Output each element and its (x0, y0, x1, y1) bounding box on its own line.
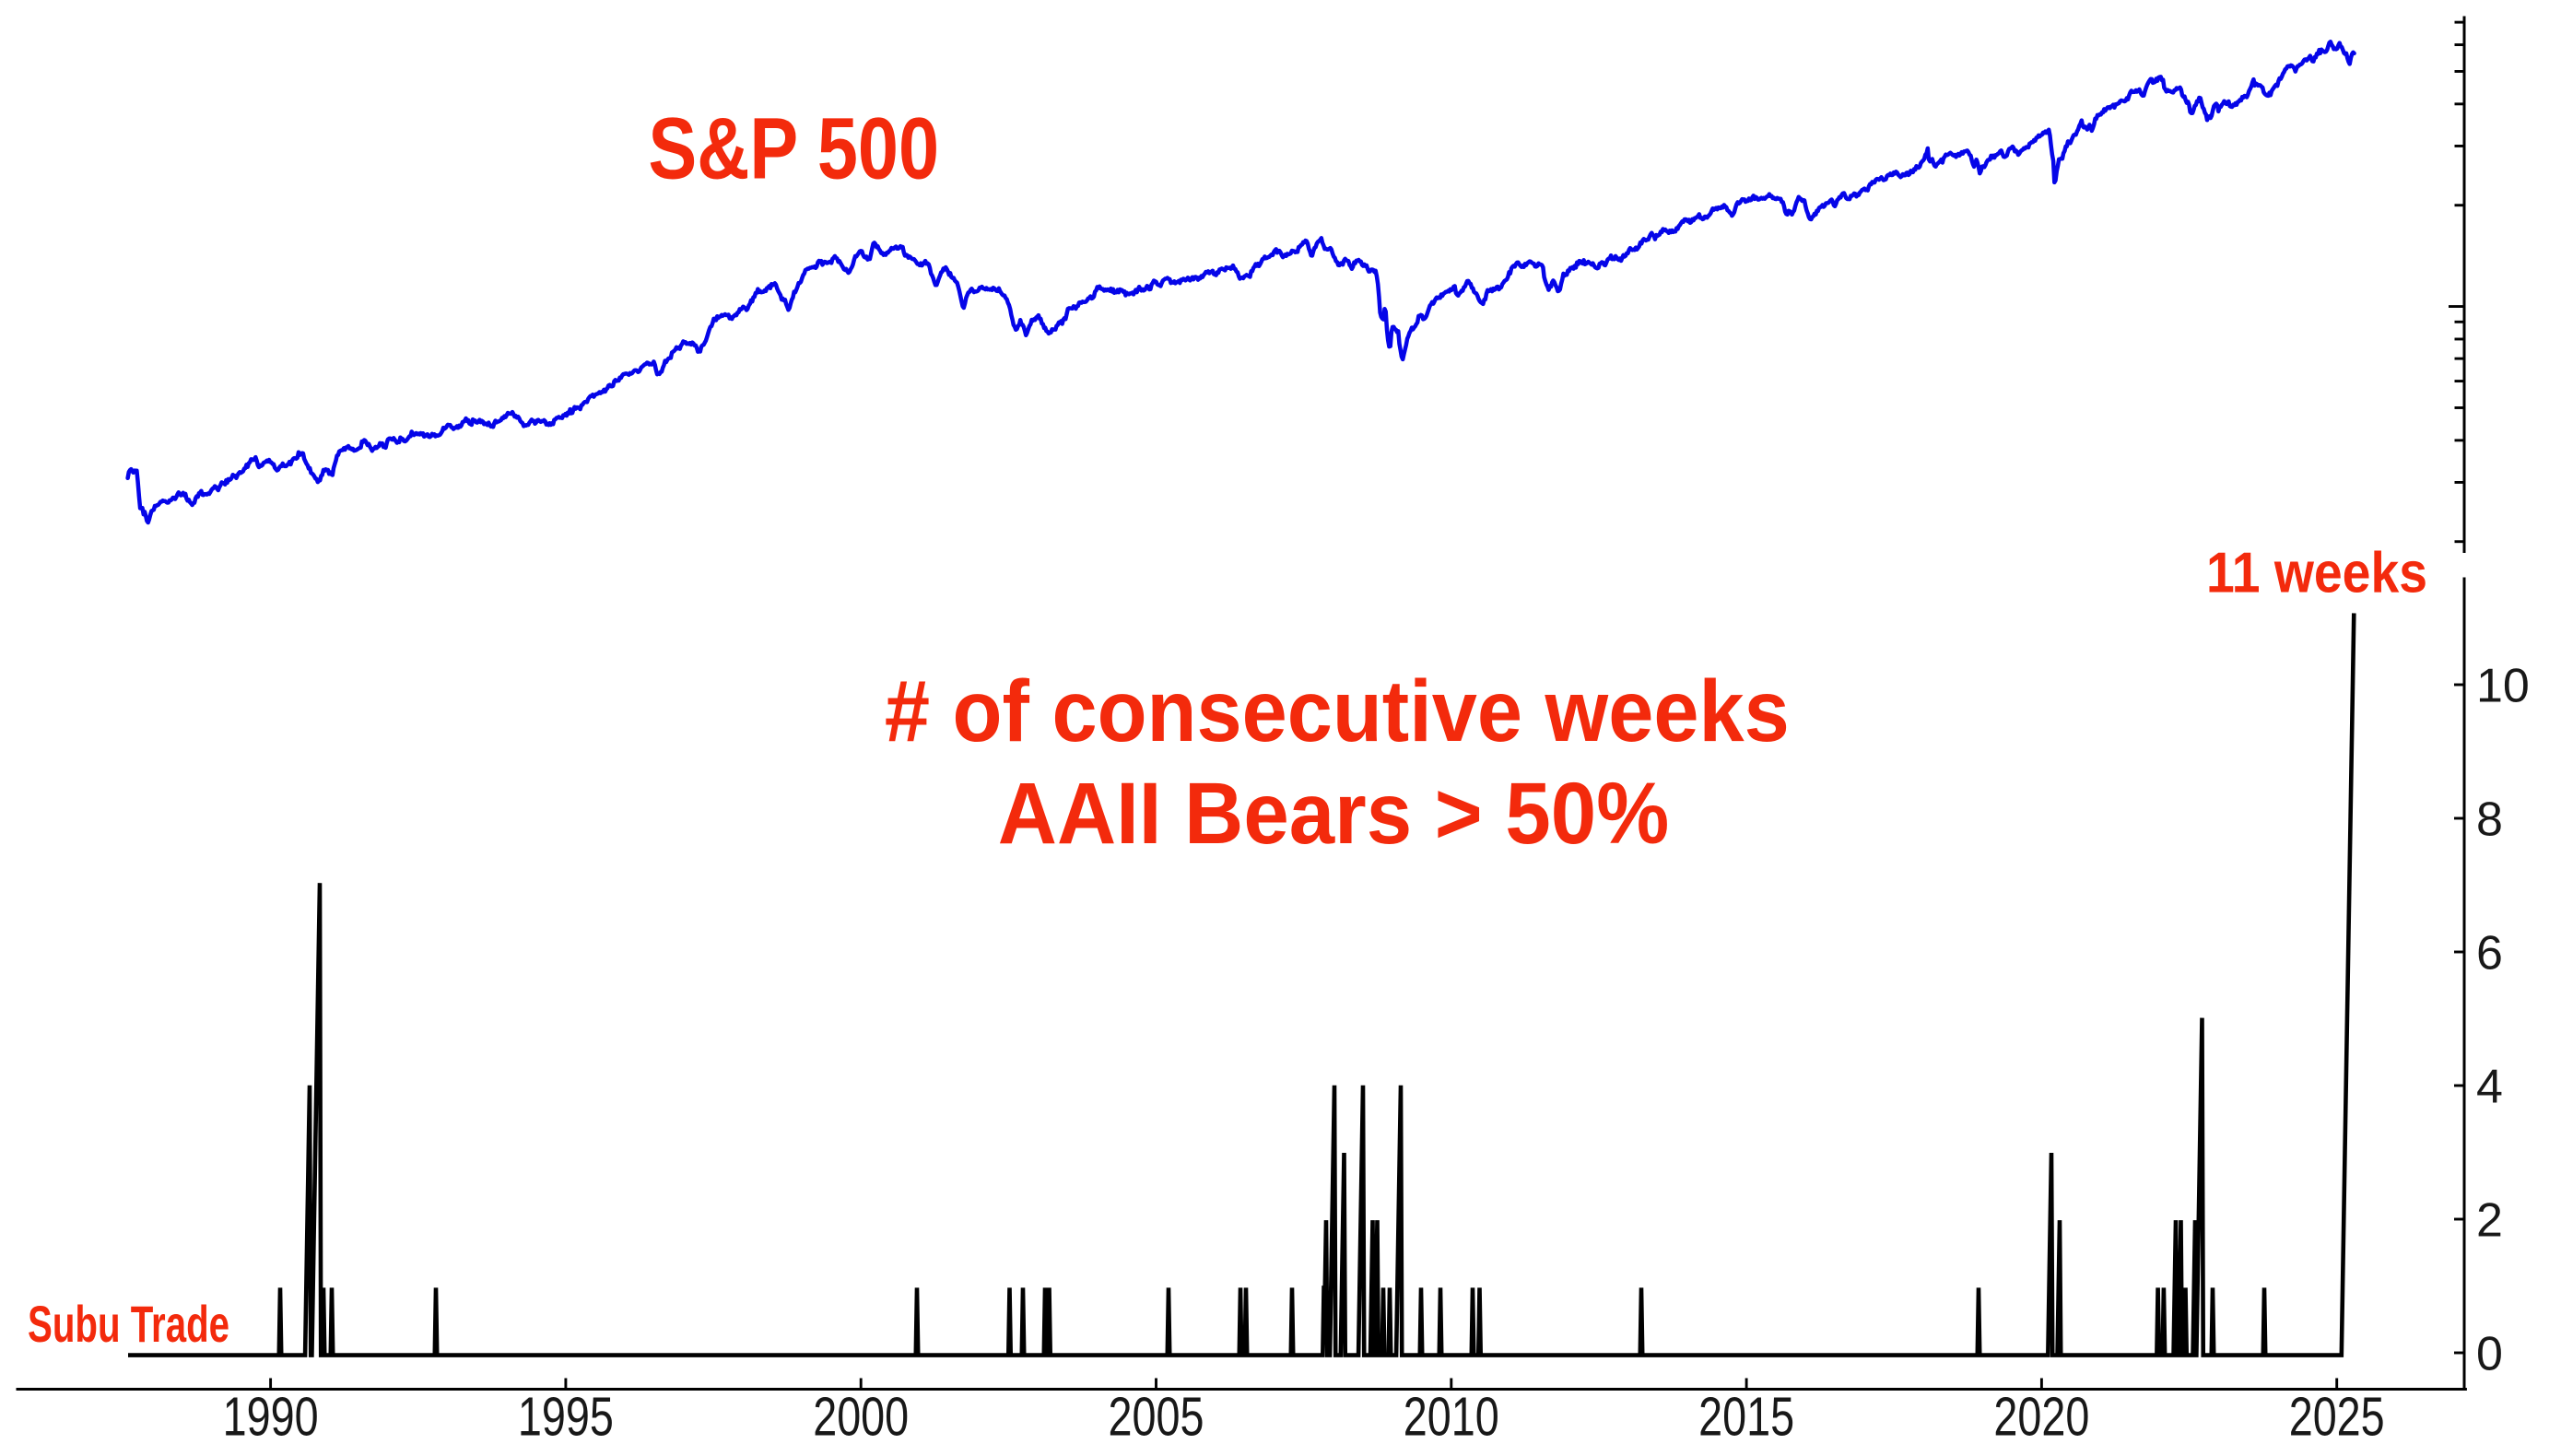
svg-text:2010: 2010 (1404, 1386, 1499, 1448)
svg-text:Subu Trade: Subu Trade (28, 1296, 229, 1353)
svg-text:2000: 2000 (813, 1386, 909, 1448)
svg-text:1995: 1995 (518, 1386, 614, 1448)
svg-text:2020: 2020 (1993, 1386, 2089, 1448)
svg-text:# of consecutive weeks: # of consecutive weeks (885, 663, 1790, 760)
svg-text:AAII Bears > 50%: AAII Bears > 50% (998, 765, 1669, 863)
svg-text:2025: 2025 (2289, 1386, 2385, 1448)
svg-text:4: 4 (2476, 1061, 2503, 1114)
svg-text:S&P 500: S&P 500 (648, 100, 939, 198)
svg-text:0: 0 (2476, 1328, 2503, 1381)
svg-text:2015: 2015 (1698, 1386, 1794, 1448)
svg-text:1990: 1990 (223, 1386, 319, 1448)
svg-text:2: 2 (2476, 1194, 2503, 1248)
svg-text:8: 8 (2476, 793, 2503, 847)
svg-text:10: 10 (2476, 660, 2530, 713)
svg-text:2005: 2005 (1109, 1386, 1204, 1448)
svg-text:11 weeks: 11 weeks (2206, 542, 2427, 605)
svg-text:6: 6 (2476, 927, 2503, 980)
